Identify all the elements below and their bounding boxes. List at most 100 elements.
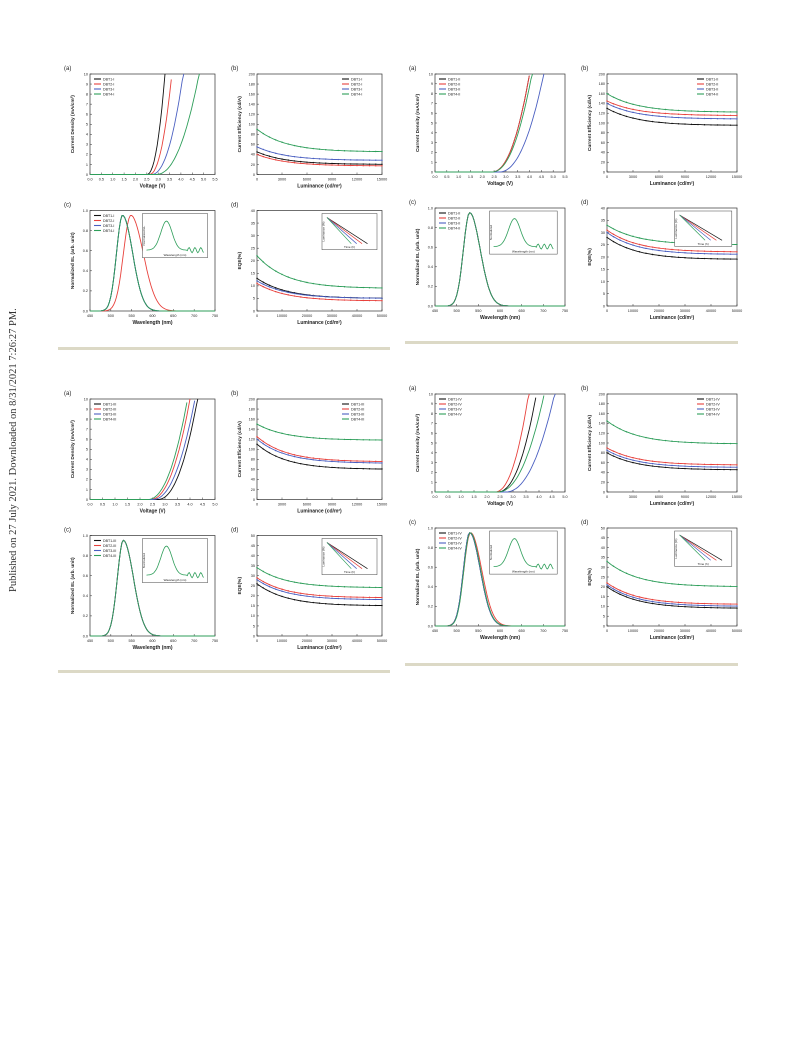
data-point	[716, 250, 719, 253]
legend-entry: DBT1-I	[103, 78, 114, 82]
data-point	[664, 112, 667, 115]
data-point	[645, 597, 647, 600]
data-point	[664, 582, 667, 584]
data-point	[256, 255, 258, 257]
data-point	[606, 100, 608, 102]
data-point	[268, 590, 271, 593]
y-tick-label: 30	[251, 574, 255, 578]
x-tick-label: 1.0	[110, 178, 115, 182]
data-point	[262, 448, 264, 450]
y-tick-label: 200	[249, 72, 255, 76]
y-tick-label: 3	[86, 143, 88, 147]
data-point	[318, 163, 321, 166]
data-point	[684, 110, 686, 112]
data-point	[275, 139, 277, 141]
data-point	[325, 437, 327, 440]
data-point	[638, 109, 641, 112]
y-tick-label: 5	[431, 441, 433, 445]
x-tick-label: 3000	[629, 175, 637, 179]
data-point	[362, 439, 364, 441]
data-point	[268, 288, 271, 291]
data-point	[716, 607, 719, 609]
data-point	[645, 462, 647, 464]
data-point	[350, 596, 352, 598]
data-point	[716, 117, 719, 120]
y-tick-label: 200	[599, 392, 605, 396]
data-point	[625, 457, 628, 460]
y-axis-label: Normalized EL (arb. unit)	[70, 557, 76, 614]
y-tick-label: 0.0	[83, 634, 88, 638]
y-tick-label: 0.8	[428, 226, 433, 230]
inset-x-label: Time (h)	[344, 245, 355, 249]
data-point	[677, 123, 680, 125]
data-point	[697, 257, 699, 260]
data-point	[606, 447, 608, 449]
data-point	[716, 603, 719, 605]
x-tick-label: 9000	[328, 178, 336, 182]
legend-entry: DBT1-II	[448, 212, 460, 216]
x-tick-label: 2.0	[484, 495, 489, 499]
data-point	[612, 586, 615, 588]
data-point	[619, 99, 621, 101]
y-tick-label: 9	[86, 82, 88, 86]
data-point	[287, 294, 289, 296]
series-line-4	[435, 395, 545, 493]
x-tick-label: 12000	[352, 178, 363, 182]
y-tick-label: 120	[249, 438, 255, 442]
inset-line	[493, 538, 554, 570]
data-point	[658, 247, 660, 249]
x-axis-label: Voltage (V)	[140, 509, 166, 515]
x-tick-label: 0	[256, 314, 258, 318]
data-point	[664, 600, 667, 602]
y-tick-label: 40	[251, 209, 255, 213]
data-point	[287, 580, 289, 582]
y-tick-label: 35	[251, 564, 255, 568]
data-point	[606, 452, 608, 454]
data-point	[658, 439, 660, 441]
data-point	[638, 112, 641, 115]
legend-entry: DBT2-III	[103, 544, 116, 548]
data-point	[703, 114, 706, 116]
sidebar-publication-text: Published on 27 July 2021. Downloaded on…	[8, 308, 19, 592]
y-tick-label: 20	[251, 594, 255, 598]
series-line-4	[90, 73, 200, 175]
data-point	[697, 110, 699, 112]
data-point	[362, 159, 364, 161]
data-point	[312, 594, 314, 596]
y-axis-label: Current Density (mA/cm²)	[70, 95, 76, 154]
data-point	[690, 252, 693, 254]
y-tick-label: 6	[86, 113, 88, 117]
x-tick-label: 0	[256, 639, 258, 643]
data-point	[356, 467, 358, 470]
data-point	[690, 584, 693, 586]
y-tick-label: 40	[601, 206, 605, 210]
data-point	[690, 465, 693, 468]
data-point	[606, 224, 608, 226]
y-tick-label: 60	[601, 141, 605, 145]
data-point	[362, 163, 364, 165]
x-tick-label: 2.0	[480, 175, 485, 179]
data-point	[703, 602, 706, 605]
y-axis-label: Current Efficiency (cd/A)	[237, 96, 243, 153]
figure-divider	[405, 341, 738, 344]
inset-line	[146, 220, 204, 254]
data-point	[645, 599, 647, 602]
y-tick-label: 100	[249, 123, 255, 127]
x-tick-label: 0	[606, 495, 608, 499]
data-point	[671, 440, 673, 442]
x-tick-label: 15000	[377, 178, 388, 182]
x-tick-label: 9000	[681, 495, 689, 499]
data-point	[703, 124, 706, 126]
data-point	[671, 605, 673, 607]
data-point	[729, 251, 732, 253]
data-point	[684, 584, 686, 586]
data-point	[651, 111, 654, 114]
data-point	[275, 449, 277, 452]
data-point	[293, 598, 296, 601]
y-tick-label: 15	[601, 268, 605, 272]
y-tick-label: 180	[249, 82, 255, 86]
data-point	[356, 297, 358, 299]
data-point	[619, 231, 621, 233]
data-point	[325, 466, 327, 468]
data-point	[306, 147, 308, 149]
